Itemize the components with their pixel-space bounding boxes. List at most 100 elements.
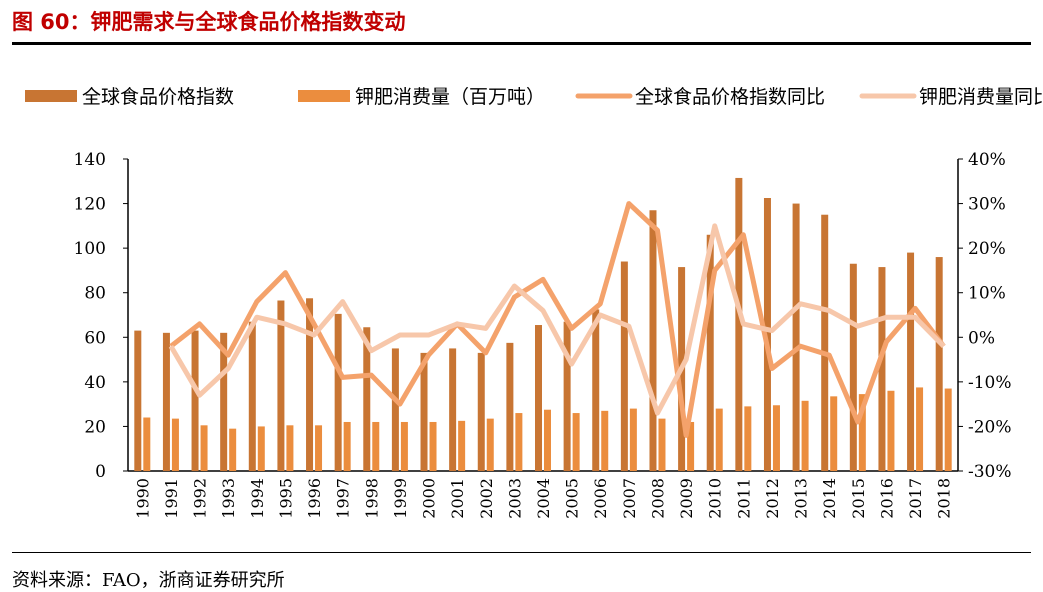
x-tick-label: 2016 (877, 478, 896, 519)
legend-swatch (298, 90, 350, 102)
bar-potash-consumption (401, 422, 408, 471)
bar-food-index (592, 309, 599, 471)
x-tick-label: 2017 (906, 478, 925, 519)
x-tick-label: 2008 (648, 478, 667, 519)
bar-potash-consumption (201, 425, 208, 471)
x-tick-label: 2012 (763, 478, 782, 519)
x-tick-label: 1999 (391, 478, 410, 519)
legend-label: 钾肥消费量（百万吨） (355, 86, 545, 108)
bar-potash-consumption (344, 422, 351, 471)
x-tick-label: 2013 (792, 478, 811, 519)
left-tick-label: 100 (74, 239, 106, 259)
x-tick-label: 2011 (734, 478, 753, 519)
bar-food-index (478, 353, 485, 471)
x-tick-label: 2006 (591, 478, 610, 519)
bar-potash-consumption (487, 419, 494, 471)
x-tick-label: 2002 (477, 478, 496, 519)
left-tick-label: 120 (74, 195, 106, 215)
bar-food-index (277, 301, 284, 471)
left-tick-label: 20 (84, 417, 106, 437)
x-tick-label: 1997 (334, 478, 353, 519)
bar-potash-consumption (802, 401, 809, 471)
bar-potash-consumption (143, 418, 150, 471)
legend-label: 全球食品价格指数 (82, 86, 234, 108)
bar-food-index (907, 253, 914, 471)
bar-potash-consumption (372, 422, 379, 471)
bar-potash-consumption (544, 410, 551, 471)
x-tick-label: 2015 (849, 478, 868, 519)
right-tick-label: -30% (968, 462, 1012, 482)
right-tick-label: 20% (968, 239, 1006, 259)
bar-food-index (878, 267, 885, 471)
x-tick-label: 2009 (677, 478, 696, 519)
bar-potash-consumption (887, 391, 894, 471)
legend-label: 全球食品价格指数同比 (635, 86, 825, 108)
x-tick-label: 2018 (935, 478, 954, 519)
bar-potash-consumption (601, 411, 608, 471)
x-tick-label: 2003 (505, 478, 524, 519)
left-tick-label: 40 (84, 373, 106, 393)
bar-potash-consumption (658, 419, 665, 471)
right-tick-label: 0% (968, 328, 995, 348)
bar-food-index (249, 322, 256, 471)
x-tick-label: 2001 (448, 478, 467, 519)
bar-potash-consumption (573, 413, 580, 471)
bar-food-index (163, 333, 170, 471)
x-tick-label: 1996 (305, 478, 324, 519)
bar-potash-consumption (630, 409, 637, 471)
bar-potash-consumption (916, 387, 923, 471)
left-tick-label: 60 (84, 328, 106, 348)
x-tick-label: 1998 (362, 478, 381, 519)
bar-food-index (621, 262, 628, 471)
x-tick-label: 1990 (133, 478, 152, 519)
bar-potash-consumption (515, 413, 522, 471)
bar-food-index (850, 264, 857, 471)
footer-divider (12, 552, 1031, 553)
bar-potash-consumption (258, 426, 265, 471)
right-tick-label: 10% (968, 284, 1006, 304)
bar-potash-consumption (172, 419, 179, 471)
bar-food-index (335, 314, 342, 471)
x-tick-label: 2000 (420, 478, 439, 519)
bar-potash-consumption (430, 422, 437, 471)
x-tick-label: 2014 (820, 478, 839, 519)
bar-food-index (449, 348, 456, 471)
x-tick-label: 1992 (191, 478, 210, 519)
right-tick-label: -10% (968, 373, 1012, 393)
bar-potash-consumption (229, 429, 236, 471)
left-tick-label: 80 (84, 284, 106, 304)
left-tick-label: 0 (95, 462, 106, 482)
x-tick-label: 1994 (248, 478, 267, 519)
bar-potash-consumption (315, 425, 322, 471)
bar-potash-consumption (458, 421, 465, 471)
bar-potash-consumption (773, 405, 780, 471)
bar-food-index (564, 322, 571, 471)
bar-food-index (821, 215, 828, 471)
bar-potash-consumption (716, 409, 723, 471)
left-tick-label: 140 (74, 150, 106, 170)
source-note: 资料来源：FAO，浙商证券研究所 (12, 566, 285, 592)
x-tick-label: 1993 (219, 478, 238, 519)
bar-food-index (134, 331, 141, 471)
bar-food-index (535, 325, 542, 471)
x-tick-label: 1995 (276, 478, 295, 519)
bar-food-index (793, 204, 800, 471)
x-tick-label: 1991 (162, 478, 181, 519)
bar-food-index (392, 348, 399, 471)
x-tick-label: 2004 (534, 478, 553, 519)
bar-food-index (192, 331, 199, 471)
bar-potash-consumption (830, 396, 837, 471)
bar-potash-consumption (744, 406, 751, 471)
bar-food-index (649, 210, 656, 471)
bar-potash-consumption (945, 389, 952, 471)
x-tick-label: 2007 (620, 478, 639, 519)
x-tick-label: 2010 (706, 478, 725, 519)
right-tick-label: -20% (968, 417, 1012, 437)
bar-food-index (506, 343, 513, 471)
legend-swatch (25, 90, 77, 102)
right-tick-label: 30% (968, 195, 1006, 215)
right-tick-label: 40% (968, 150, 1006, 170)
bar-food-index (936, 257, 943, 471)
bar-potash-consumption (286, 425, 293, 471)
